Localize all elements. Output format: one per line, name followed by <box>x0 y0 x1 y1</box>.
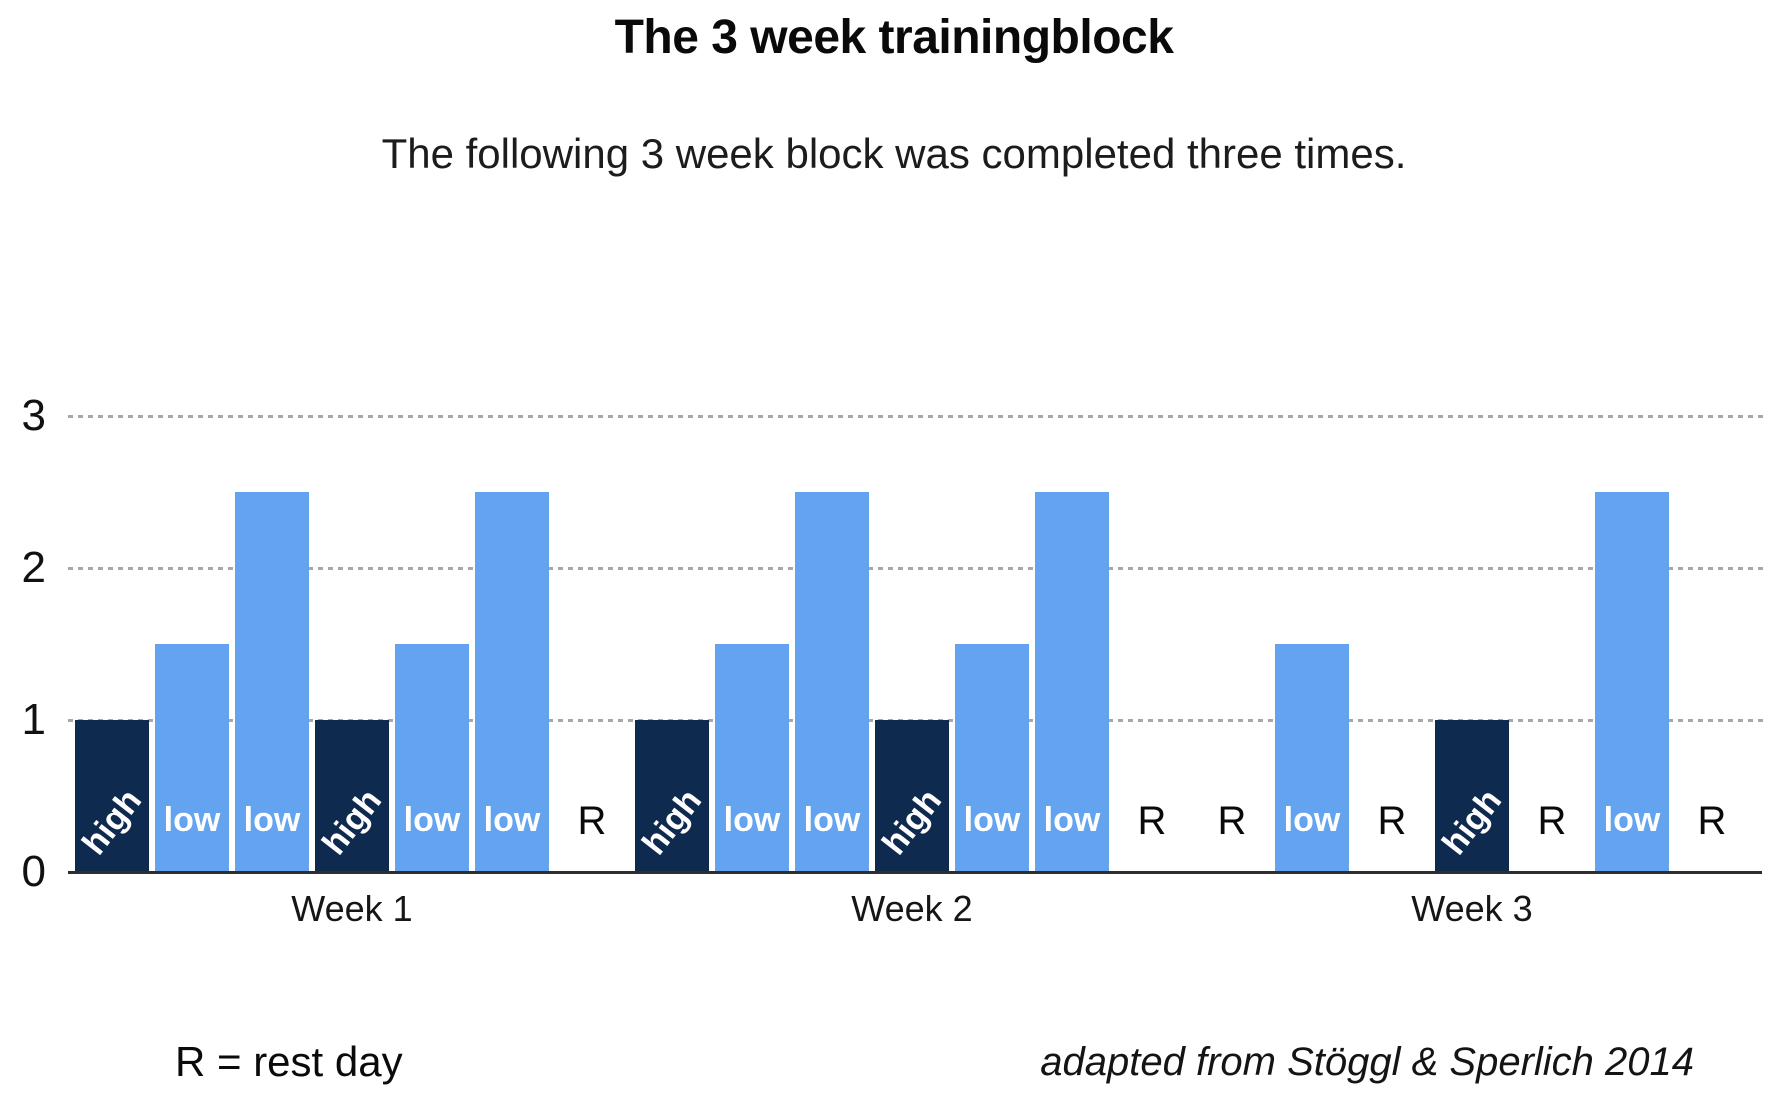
bar-label: low <box>403 801 461 839</box>
week-label-1: Week 1 <box>291 888 413 929</box>
bar-label: high <box>74 781 149 862</box>
y-axis-tick-label: 3 <box>21 391 46 440</box>
bar-label: low <box>963 801 1021 839</box>
y-axis-tick-label: 1 <box>21 695 46 744</box>
bar-label: low <box>1043 801 1101 839</box>
rest-day-label: R <box>1137 799 1167 843</box>
bar-high: high <box>875 720 949 872</box>
bar-label: high <box>634 781 709 862</box>
bar-label: high <box>314 781 389 862</box>
bar-low: low <box>475 492 549 872</box>
rest-day-label: R <box>1697 799 1727 843</box>
bar-label: high <box>1434 781 1509 862</box>
chart-title: The 3 week trainingblock <box>614 11 1174 64</box>
bar-label: low <box>483 801 541 839</box>
bar-label: low <box>243 801 301 839</box>
gridline-y3 <box>68 415 1763 418</box>
y-axis-tick-label: 2 <box>21 543 46 592</box>
bar-high: high <box>1435 720 1509 872</box>
y-axis-tick-label: 0 <box>21 847 46 896</box>
bar-low: low <box>155 644 229 872</box>
source-citation: adapted from Stöggl & Sperlich 2014 <box>1040 1040 1694 1084</box>
rest-day-label: R <box>577 799 607 843</box>
week-label-3: Week 3 <box>1411 888 1533 929</box>
rest-day-label: R <box>1377 799 1407 843</box>
bar-label: low <box>1603 801 1661 839</box>
bar-high: high <box>315 720 389 872</box>
bar-low: low <box>1595 492 1669 872</box>
bar-label: low <box>1283 801 1341 839</box>
bar-label: low <box>163 801 221 839</box>
bar-low: low <box>715 644 789 872</box>
plot-area: 0 1 2 3 high low low high low low R Week 1 high low lo… <box>0 340 1788 929</box>
bar-label: high <box>874 781 949 862</box>
bar-low: low <box>795 492 869 872</box>
bar-high: high <box>75 720 149 872</box>
bar-low: low <box>1035 492 1109 872</box>
rest-day-label: R <box>1217 799 1247 843</box>
bar-low: low <box>955 644 1029 872</box>
bar-low: low <box>235 492 309 872</box>
bar-label: low <box>803 801 861 839</box>
x-axis-line <box>68 871 1762 874</box>
chart-subtitle: The following 3 week block was completed… <box>381 130 1407 177</box>
week-label-2: Week 2 <box>851 888 973 929</box>
bar-low: low <box>395 644 469 872</box>
bar-low: low <box>1275 644 1349 872</box>
bar-label: low <box>723 801 781 839</box>
rest-day-legend: R = rest day <box>175 1038 403 1085</box>
rest-day-label: R <box>1537 799 1567 843</box>
bar-high: high <box>635 720 709 872</box>
gridline-y2 <box>68 567 1763 570</box>
